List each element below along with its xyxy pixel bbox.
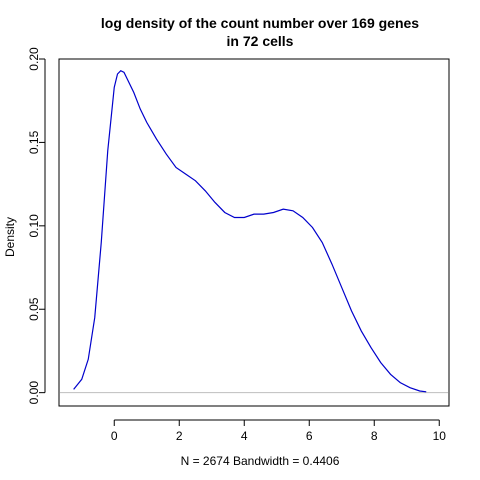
- y-tick-label: 0.20: [27, 47, 41, 71]
- x-tick-label: 4: [241, 429, 248, 443]
- y-tick-label: 0.15: [27, 130, 41, 154]
- y-tick-label: 0.10: [27, 214, 41, 238]
- x-tick-label: 8: [371, 429, 378, 443]
- y-tick-label: 0.00: [27, 381, 41, 405]
- density-line: [73, 69, 427, 393]
- plot-frame: [58, 58, 450, 407]
- axes: 0 2 4 6 8 10 0.00 0.05 0.10 0.15 0.20: [27, 47, 446, 443]
- x-tick-label: 2: [176, 429, 183, 443]
- x-tick-label: 10: [433, 429, 447, 443]
- y-tick-label: 0.05: [27, 297, 41, 321]
- chart-title-line-1: log density of the count number over 169…: [101, 15, 419, 31]
- y-axis-label: Density: [3, 217, 17, 257]
- x-axis-label: N = 2674 Bandwidth = 0.4406: [181, 454, 340, 468]
- x-tick-label: 6: [306, 429, 313, 443]
- x-tick-label: 0: [111, 429, 118, 443]
- chart-title-line-2: in 72 cells: [227, 33, 294, 49]
